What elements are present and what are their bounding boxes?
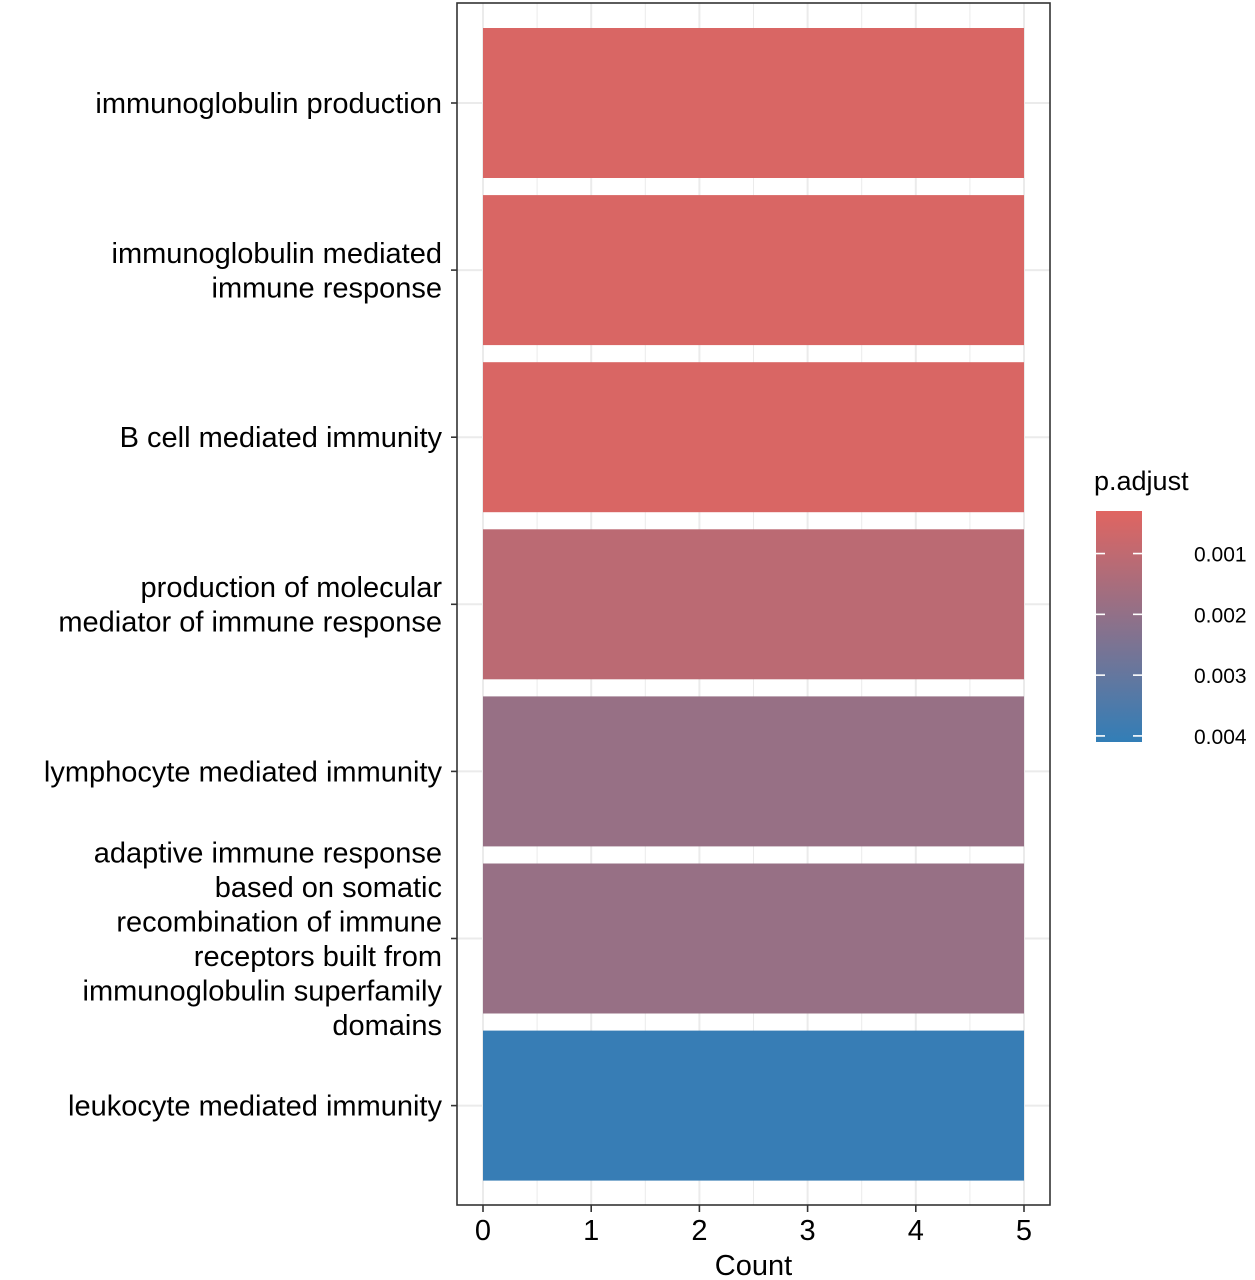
legend-ticks: 0.001 0.002 0.003 0.004 <box>1096 544 1247 749</box>
bar <box>483 529 1024 680</box>
bar <box>483 362 1024 513</box>
legend-tick-label: 0.004 <box>1194 726 1247 749</box>
category-label: B cell mediated immunity <box>120 422 443 454</box>
category-label: production of molecular mediator of immun… <box>58 572 442 639</box>
category-label: lymphocyte mediated immunity <box>44 756 443 788</box>
bar <box>483 28 1024 178</box>
category-label: adaptive immune response based on somatic… <box>83 837 443 1042</box>
legend-tick-label: 0.001 <box>1194 544 1247 567</box>
legend-tick-label: 0.002 <box>1194 604 1247 627</box>
x-tick-label: 1 <box>583 1215 599 1247</box>
legend: p.adjust 0.001 0.002 0.003 0.004 <box>1094 466 1247 749</box>
x-tick-label: 5 <box>1016 1215 1032 1247</box>
legend-colorbar <box>1096 511 1142 742</box>
legend-title: p.adjust <box>1094 466 1189 496</box>
bar <box>483 696 1024 847</box>
bars <box>483 28 1024 1181</box>
bar <box>483 195 1024 346</box>
y-axis-labels: immunoglobulin production immunoglobulin … <box>44 88 457 1123</box>
x-axis: 0 1 2 3 4 5 <box>475 1205 1032 1247</box>
category-label: immunoglobulin production <box>95 88 442 120</box>
bar <box>483 1030 1024 1181</box>
category-label: immunoglobulin mediated immune response <box>112 238 442 305</box>
bar <box>483 863 1024 1014</box>
category-label: leukocyte mediated immunity <box>68 1091 442 1123</box>
x-tick-label: 2 <box>691 1215 707 1247</box>
x-tick-label: 3 <box>800 1215 816 1247</box>
legend-tick-label: 0.003 <box>1194 665 1247 688</box>
x-tick-label: 0 <box>475 1215 491 1247</box>
x-tick-label: 4 <box>908 1215 924 1247</box>
x-axis-title: Count <box>715 1250 792 1280</box>
